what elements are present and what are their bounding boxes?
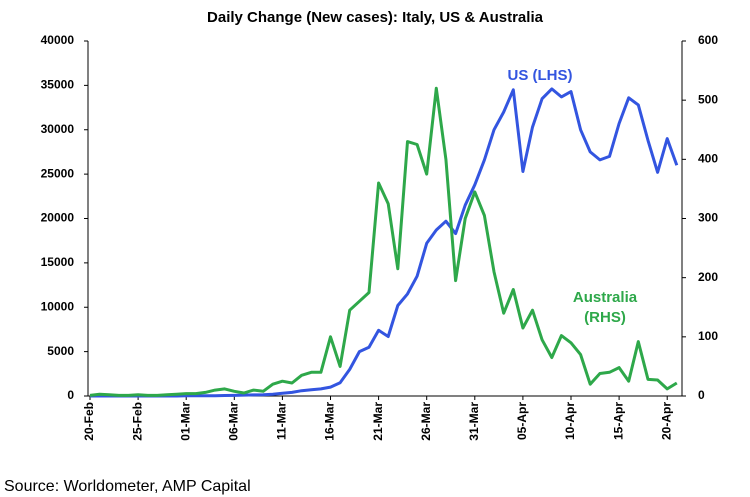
x-tick-label: 16-Mar <box>323 402 337 441</box>
y-tick-label: 25000 <box>41 166 75 180</box>
y2-tick-label: 500 <box>698 92 718 106</box>
x-tick-label: 15-Apr <box>611 402 625 440</box>
x-tick-label: 06-Mar <box>226 402 240 441</box>
x-tick-label: 01-Mar <box>178 402 192 441</box>
y2-tick-label: 200 <box>698 270 718 284</box>
y-tick-label: 20000 <box>41 211 75 225</box>
series-label: Australia (RHS) <box>572 289 638 326</box>
x-tick-label: 20-Apr <box>659 402 673 440</box>
y2-tick-label: 100 <box>698 329 718 343</box>
y2-tick-label: 600 <box>698 33 718 47</box>
y2-tick-label: 0 <box>698 388 705 402</box>
x-tick-label: 11-Mar <box>275 402 289 440</box>
x-tick-label: 26-Mar <box>419 402 433 441</box>
y2-tick-label: 300 <box>698 211 718 225</box>
source: Source: Worldometer, AMP Capital <box>4 478 251 495</box>
x-tick-label: 20-Feb <box>82 402 96 441</box>
x-tick-label: 21-Mar <box>371 402 385 441</box>
x-tick-label: 05-Apr <box>515 402 529 440</box>
series-label: US (LHS) <box>507 67 573 84</box>
x-tick-label: 10-Apr <box>563 402 577 440</box>
y-tick-label: 30000 <box>41 122 75 136</box>
x-tick-label: 31-Mar <box>467 402 481 441</box>
y-tick-label: 0 <box>67 388 74 402</box>
chart-title: Daily Change (New cases): Italy, US & Au… <box>207 9 544 26</box>
y-tick-label: 15000 <box>41 255 75 269</box>
x-tick-label: 25-Feb <box>130 402 144 441</box>
y-tick-label: 35000 <box>41 78 75 92</box>
y-tick-label: 10000 <box>41 299 75 313</box>
y-tick-label: 5000 <box>47 344 74 358</box>
y2-tick-label: 400 <box>698 152 718 166</box>
series-line <box>89 86 678 397</box>
series-line <box>90 87 679 398</box>
y-tick-label: 40000 <box>41 33 75 47</box>
